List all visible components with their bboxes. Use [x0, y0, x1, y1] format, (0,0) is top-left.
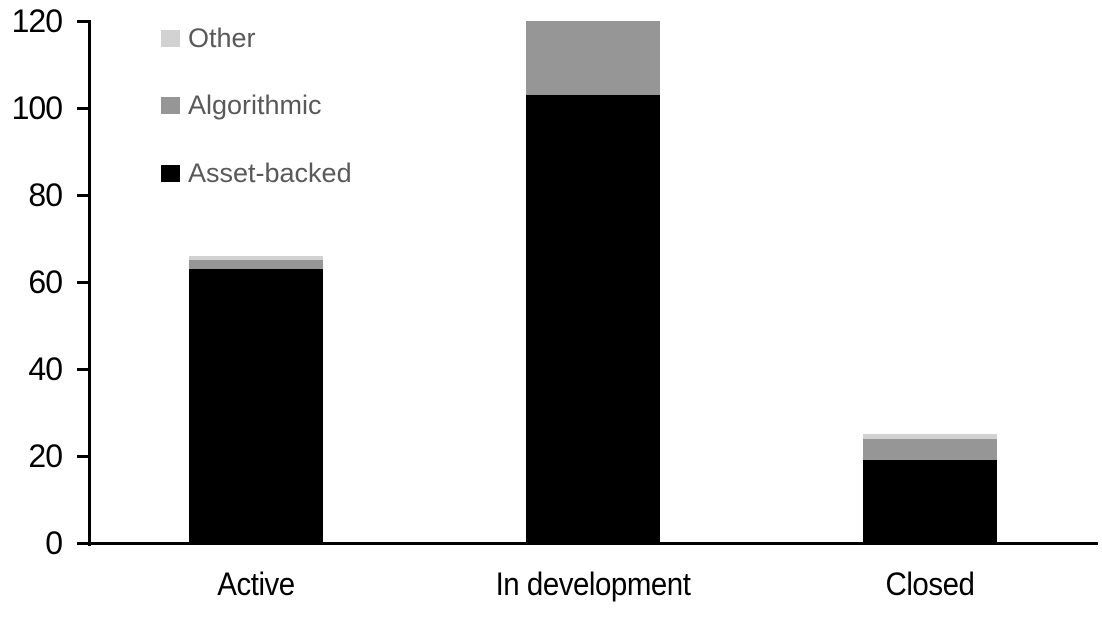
legend-label: Other	[188, 23, 256, 53]
legend-item-asset-backed: Asset-backed	[161, 158, 352, 188]
x-category-label-active: Active	[217, 566, 295, 602]
bar-segment-closed-algorithmic	[863, 438, 997, 461]
y-tick-label: 0	[45, 525, 63, 561]
bar-segment-in-development-algorithmic	[526, 21, 660, 95]
y-tick-label: 40	[28, 351, 63, 387]
legend-item-algorithmic: Algorithmic	[161, 90, 322, 120]
y-tick-label: 120	[11, 3, 63, 39]
legend-item-other: Other	[161, 23, 256, 53]
y-tick-20	[77, 455, 91, 458]
y-tick-0	[77, 542, 91, 545]
bar-segment-closed-asset-backed	[863, 460, 997, 543]
bar-segment-in-development-asset-backed	[526, 94, 660, 543]
y-tick-80	[77, 194, 91, 197]
x-category-label-in-development: In development	[495, 566, 691, 602]
legend-swatch-asset-backed-icon	[161, 164, 180, 182]
y-tick-60	[77, 281, 91, 284]
x-category-label-closed: Closed	[885, 566, 975, 602]
y-tick-label: 60	[28, 264, 63, 300]
y-tick-40	[77, 368, 91, 371]
legend-label: Algorithmic	[188, 90, 322, 120]
bar-segment-active-other	[189, 255, 323, 261]
y-tick-120	[77, 20, 91, 23]
bar-segment-active-asset-backed	[189, 268, 323, 543]
y-tick-label: 100	[11, 90, 63, 126]
x-axis-line	[77, 542, 1098, 545]
y-tick-label: 80	[28, 177, 63, 213]
bar-segment-closed-other	[863, 434, 997, 439]
legend-label: Asset-backed	[188, 158, 352, 188]
y-tick-100	[77, 107, 91, 110]
legend-swatch-algorithmic-icon	[161, 96, 180, 114]
y-tick-label: 20	[28, 438, 63, 474]
bar-segment-active-algorithmic	[189, 260, 323, 269]
legend-swatch-other-icon	[161, 29, 180, 47]
